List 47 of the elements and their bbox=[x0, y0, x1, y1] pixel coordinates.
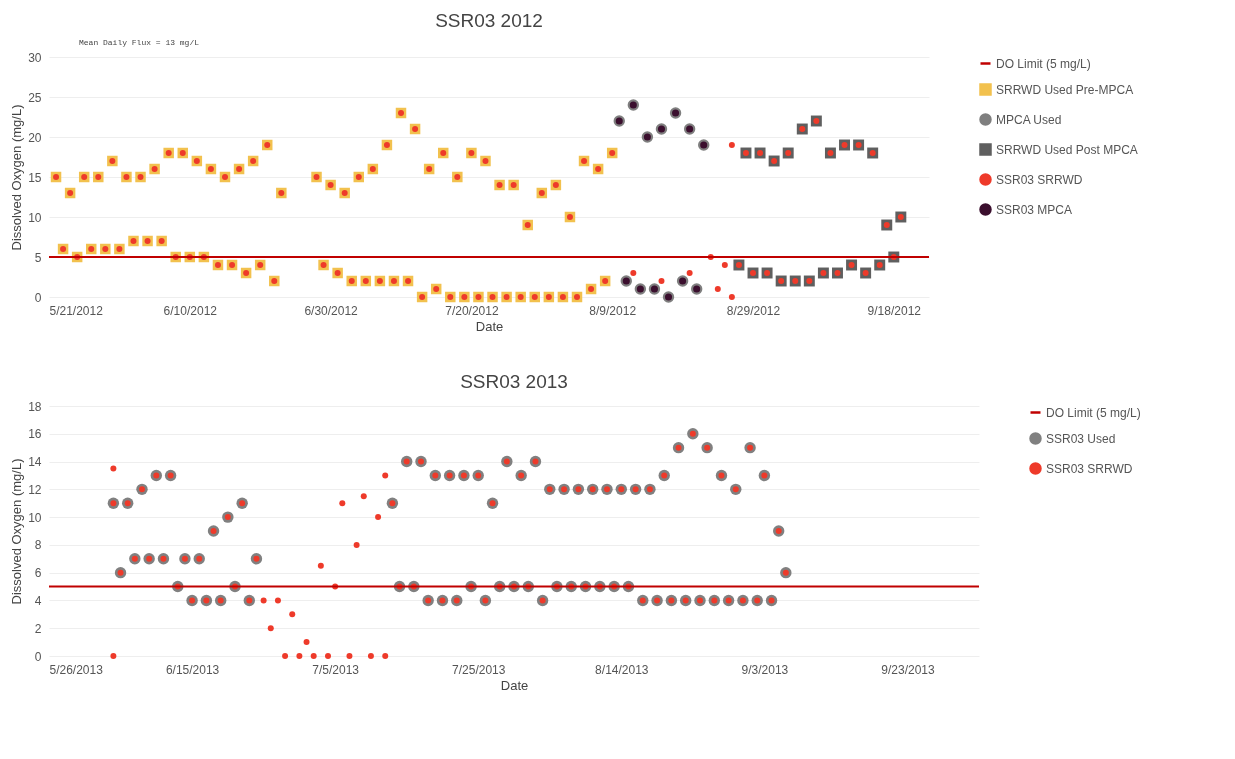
y-tick-label: 14 bbox=[28, 455, 42, 470]
legend-label: SSR03 Used bbox=[1046, 431, 1116, 446]
y-tick-label: 25 bbox=[28, 90, 42, 105]
x-tick-label: 7/20/2012 bbox=[445, 303, 499, 318]
y-tick-label: 5 bbox=[34, 250, 42, 265]
chart-title: SSR03 2012 bbox=[435, 10, 543, 31]
x-tick-label: 9/23/2013 bbox=[881, 662, 935, 677]
y-tick-label: 10 bbox=[28, 210, 42, 225]
y-tick-label: 20 bbox=[28, 130, 42, 145]
legend-label: MPCA Used bbox=[996, 112, 1062, 127]
x-axis-title: Date bbox=[500, 677, 529, 693]
x-tick-label: 8/14/2013 bbox=[595, 662, 649, 677]
x-tick-label: 8/9/2012 bbox=[589, 303, 637, 318]
x-tick-label: 7/25/2013 bbox=[452, 662, 506, 677]
y-axis-title: Dissolved Oxygen (mg/L) bbox=[9, 104, 25, 251]
x-tick-label: 8/29/2012 bbox=[726, 303, 781, 318]
x-tick-label: 7/5/2013 bbox=[312, 662, 360, 677]
x-tick-label: 6/15/2013 bbox=[165, 662, 220, 677]
y-tick-label: 0 bbox=[34, 649, 42, 664]
legend-label: SSR03 SRRWD bbox=[1046, 461, 1133, 476]
y-tick-label: 6 bbox=[34, 566, 42, 581]
x-tick-label: 5/26/2013 bbox=[49, 662, 104, 677]
legend-label: DO Limit (5 mg/L) bbox=[1046, 405, 1141, 420]
x-tick-label: 5/21/2012 bbox=[49, 303, 104, 318]
y-tick-label: 30 bbox=[28, 50, 42, 65]
y-tick-label: 18 bbox=[28, 399, 42, 414]
chart-title: SSR03 2013 bbox=[460, 371, 568, 392]
legend-label: SRRWD Used Pre-MPCA bbox=[996, 82, 1134, 97]
legend-label: DO Limit (5 mg/L) bbox=[996, 56, 1091, 71]
legend-label: SRRWD Used Post MPCA bbox=[996, 142, 1138, 157]
y-tick-label: 16 bbox=[28, 427, 42, 442]
x-axis-title: Date bbox=[475, 318, 504, 334]
x-tick-label: 9/18/2012 bbox=[867, 303, 922, 318]
x-tick-label: 9/3/2013 bbox=[741, 662, 789, 677]
legend-label: SSR03 MPCA bbox=[996, 202, 1073, 217]
x-tick-label: 6/10/2012 bbox=[163, 303, 218, 318]
text: Mean Daily Flux = 13 mg/L bbox=[79, 38, 200, 47]
y-tick-label: 15 bbox=[28, 170, 42, 185]
y-tick-label: 12 bbox=[28, 482, 42, 497]
y-tick-label: 4 bbox=[34, 593, 42, 608]
y-tick-label: 10 bbox=[28, 510, 42, 525]
y-tick-label: 2 bbox=[34, 621, 42, 636]
y-tick-label: 0 bbox=[34, 290, 42, 305]
legend-label: SSR03 SRRWD bbox=[996, 172, 1083, 187]
x-tick-label: 6/30/2012 bbox=[304, 303, 359, 318]
y-axis-title: Dissolved Oxygen (mg/L) bbox=[9, 458, 25, 605]
y-tick-label: 8 bbox=[34, 538, 42, 553]
